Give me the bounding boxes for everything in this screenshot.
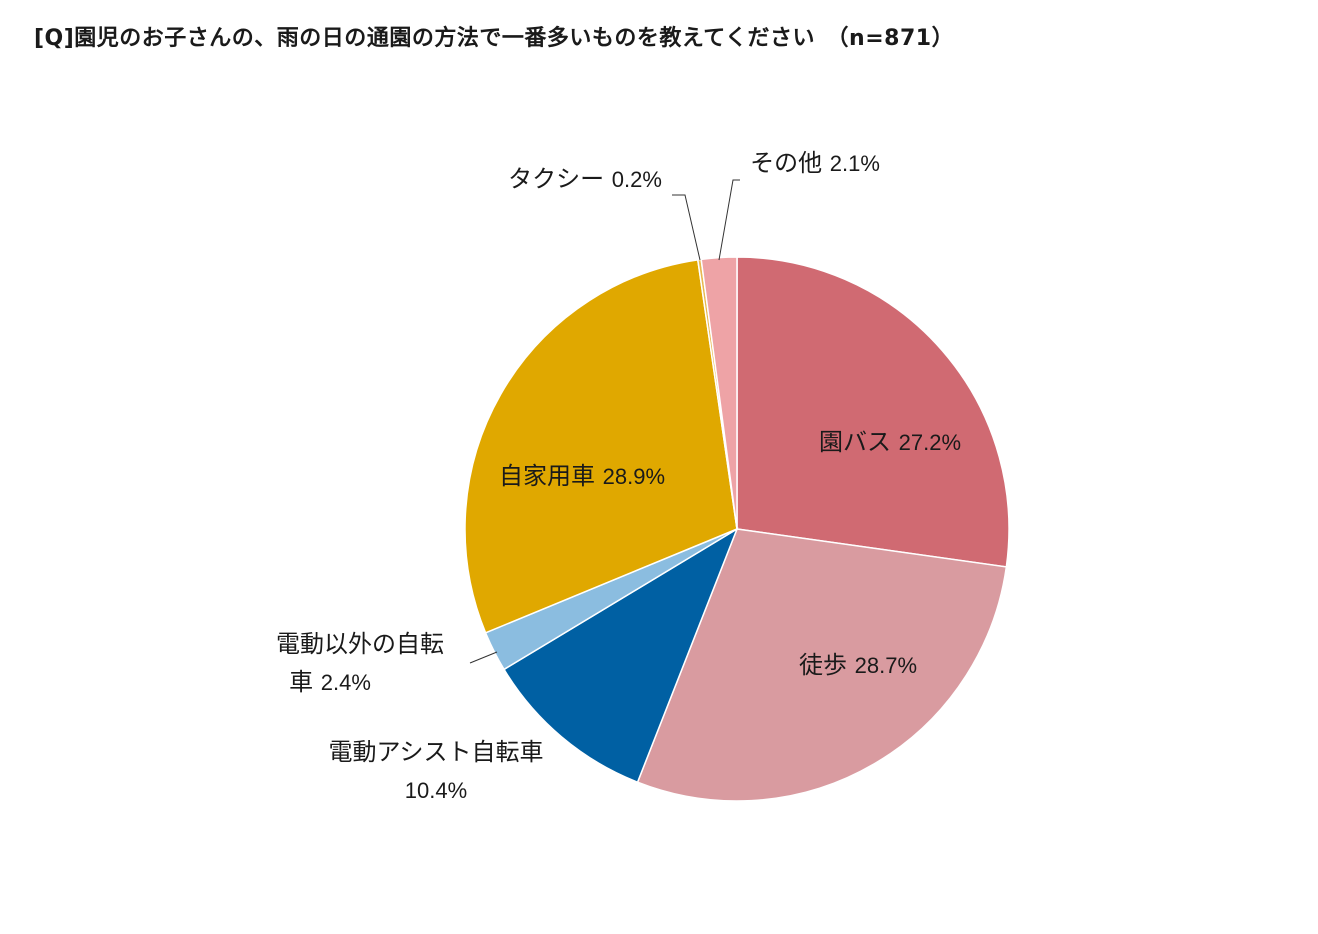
pie-slice-1: [636, 528, 1008, 802]
leader-line-5: [672, 194, 701, 261]
slice-label-6: その他 2.1%: [750, 149, 880, 177]
slice-label-5: タクシー 0.2%: [508, 165, 662, 193]
slice-label-0: 園バス 27.2%: [819, 428, 961, 456]
pie-slice-0: [736, 256, 1010, 568]
pie-slice-4: [464, 258, 738, 634]
slice-label-4: 自家用車 28.9%: [499, 462, 665, 490]
slice-label-1: 徒歩 28.7%: [799, 651, 917, 679]
chart-title: [Q]園児のお子さんの、雨の日の通園の方法で一番多いものを教えてください （n=…: [34, 26, 955, 51]
slice-labels: 園バス 27.2% 徒歩 28.7% 電動アシスト自転車 10.4% 電動以外の自転車 …: [276, 149, 961, 803]
slice-label-3: 電動以外の自転車 2.4%: [276, 630, 444, 696]
pie-slice-2: [503, 527, 739, 784]
leader-line-6: [718, 179, 740, 261]
leader-lines: [469, 179, 740, 664]
pie-slices: [464, 256, 1010, 802]
leader-line-3: [469, 651, 498, 664]
slice-label-2: 電動アシスト自転車 10.4%: [328, 738, 543, 803]
